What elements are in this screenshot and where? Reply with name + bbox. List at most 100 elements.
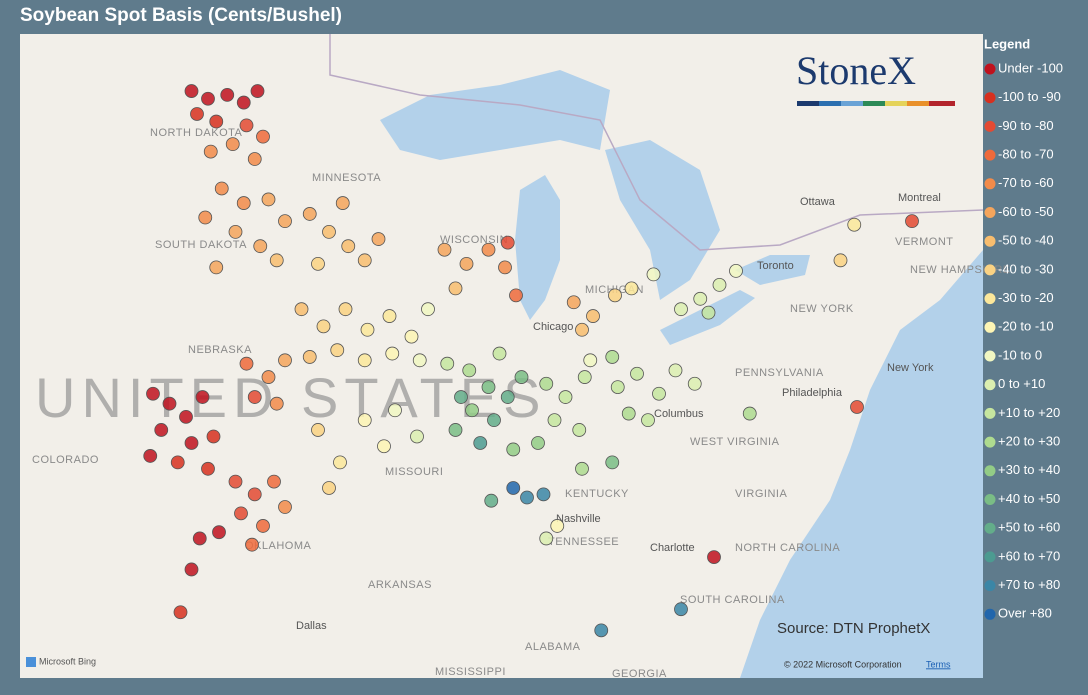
- location-point: [154, 423, 169, 437]
- location-point: [646, 267, 661, 282]
- location-point: [462, 363, 477, 378]
- legend-swatch: [984, 178, 996, 190]
- location-point: [371, 232, 386, 246]
- location-point: [335, 196, 350, 210]
- city-label: Philadelphia: [782, 387, 843, 399]
- city-label: Nashville: [556, 513, 601, 525]
- location-point: [500, 235, 515, 250]
- location-point: [506, 442, 521, 457]
- map-label: SOUTH DAKOTA: [155, 239, 247, 251]
- map-label: WISCONSIN: [440, 234, 508, 246]
- map-label: NORTH DAKOTA: [150, 127, 243, 139]
- legend-swatch: [984, 407, 996, 419]
- location-point: [572, 423, 587, 437]
- location-point: [341, 239, 356, 254]
- map-label: VERMONT: [895, 236, 954, 248]
- legend: Under -100 -100 to -90 -90 to -80 -80 to -7…: [984, 60, 1063, 621]
- location-point: [179, 409, 193, 424]
- map-label: NORTH CAROLINA: [735, 542, 840, 554]
- legend-swatch: [984, 465, 996, 477]
- location-point: [500, 390, 515, 404]
- terms-link[interactable]: Terms: [926, 659, 951, 669]
- map-label: NEBRASKA: [188, 344, 252, 356]
- map: NORTH DAKOTA MINNESOTA SOUTH DAKOTA WISC…: [20, 34, 1010, 680]
- map-label: GEORGIA: [612, 668, 667, 680]
- logo-stripe: [863, 101, 885, 106]
- location-point: [377, 439, 391, 454]
- location-point: [192, 531, 207, 546]
- map-label: ALABAMA: [525, 641, 581, 653]
- location-point: [624, 281, 639, 296]
- location-point: [833, 253, 848, 268]
- legend-label: -40 to -30: [998, 261, 1054, 276]
- city-label: New York: [887, 362, 934, 374]
- location-point: [162, 396, 177, 411]
- map-label: NEW YORK: [790, 303, 854, 315]
- location-point: [247, 152, 262, 166]
- ocean: [740, 250, 983, 678]
- logo-stripe: [885, 101, 907, 106]
- legend-swatch: [984, 551, 996, 563]
- chart-title: Soybean Spot Basis (Cents/Bushel): [20, 5, 342, 26]
- map-label: TENNESSEE: [548, 536, 619, 548]
- location-point: [278, 500, 292, 514]
- location-point: [509, 288, 523, 303]
- location-point: [558, 390, 573, 404]
- location-point: [701, 305, 716, 320]
- location-point: [245, 537, 259, 552]
- location-point: [190, 107, 204, 121]
- location-point: [278, 214, 292, 229]
- legend-label: +50 to +60: [998, 520, 1060, 535]
- location-point: [357, 253, 372, 268]
- location-point: [550, 519, 565, 533]
- location-point: [575, 322, 589, 337]
- legend-label: -50 to -40: [998, 233, 1054, 248]
- location-point: [742, 406, 757, 421]
- border: [329, 34, 984, 251]
- legend-swatch: [984, 350, 996, 362]
- location-point: [184, 562, 199, 577]
- map-label: MINNESOTA: [312, 172, 381, 184]
- location-point: [357, 353, 372, 368]
- location-point: [674, 302, 688, 317]
- location-point: [448, 423, 463, 437]
- location-point: [382, 309, 397, 323]
- location-point: [440, 356, 455, 371]
- location-point: [385, 346, 400, 361]
- legend-label: -30 to -20: [998, 290, 1054, 305]
- location-point: [247, 487, 262, 502]
- location-point: [630, 366, 644, 381]
- location-point: [209, 260, 224, 275]
- city-label: Columbus: [654, 408, 704, 420]
- location-point: [173, 605, 188, 620]
- location-point: [520, 490, 534, 505]
- location-point: [269, 396, 284, 411]
- location-point: [239, 118, 254, 133]
- legend-swatch: [984, 63, 996, 75]
- location-point: [404, 329, 419, 344]
- location-point: [212, 525, 226, 540]
- map-label: VIRGINIA: [735, 488, 787, 500]
- location-point: [610, 380, 625, 394]
- city-label: Toronto: [757, 260, 794, 272]
- logo-stripe: [929, 101, 955, 106]
- location-point: [278, 353, 292, 368]
- location-point: [575, 461, 589, 476]
- bing-icon: [26, 657, 36, 667]
- location-point: [198, 210, 213, 225]
- map-label: WEST VIRGINIA: [690, 436, 780, 448]
- location-point: [203, 144, 218, 159]
- legend-swatch: [984, 92, 996, 104]
- location-point: [195, 390, 210, 404]
- location-point: [473, 436, 488, 450]
- map-label: MISSOURI: [385, 466, 443, 478]
- legend-label: +70 to +80: [998, 577, 1060, 592]
- legend-label: +10 to +20: [998, 405, 1060, 420]
- location-point: [412, 353, 427, 368]
- location-point: [454, 390, 468, 404]
- location-point: [302, 350, 317, 364]
- location-point: [566, 295, 581, 310]
- location-point: [850, 400, 864, 414]
- location-point: [687, 376, 702, 391]
